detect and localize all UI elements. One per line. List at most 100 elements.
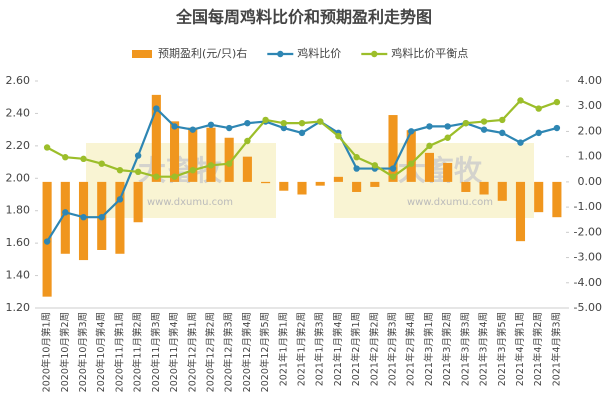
y2-tick-label: 2.00 (578, 124, 603, 137)
point (371, 162, 379, 169)
point (517, 139, 524, 146)
y2-tick-label: -1.00 (574, 200, 602, 213)
point (535, 129, 542, 137)
legend-label: 鸡料比价 (297, 46, 341, 60)
point (480, 126, 488, 133)
y2-tick-label: 0.00 (578, 175, 603, 188)
point (98, 214, 105, 221)
x-tick-label: 2021年3月第4周 (478, 312, 490, 386)
y-tick-label: 1.80 (6, 204, 31, 217)
bar (461, 181, 471, 192)
point (298, 119, 306, 127)
y-tick-label: 2.00 (6, 171, 31, 184)
bar (333, 176, 343, 182)
point (80, 155, 87, 163)
x-tick-label: 2021年3月第3周 (459, 312, 471, 386)
bar (370, 181, 380, 187)
y2-tick-label: 1.00 (578, 150, 603, 163)
x-tick-label: 2020年12月第5周 (259, 312, 271, 392)
bar (151, 94, 161, 182)
point (134, 152, 142, 159)
y-tick-label: 1.40 (6, 269, 31, 282)
y2-tick-label: -2.00 (574, 225, 602, 238)
x-tick-label: 2020年12月第4周 (241, 312, 253, 392)
point (317, 118, 324, 125)
x-tick-label: 2020年11月第4周 (168, 312, 180, 392)
x-tick-label: 2020年11月第2周 (132, 312, 144, 392)
legend-label: 鸡料比价平衡点 (391, 46, 468, 60)
x-tick-label: 2021年1月第1周 (277, 312, 289, 386)
bar (515, 181, 526, 242)
point (389, 173, 397, 180)
point (480, 118, 488, 125)
chart-title: 全国每周鸡料比价和预期盈利走势图 (175, 8, 432, 27)
point (225, 124, 233, 132)
bar (424, 152, 434, 182)
point (43, 144, 51, 151)
point (517, 97, 524, 104)
x-tick-label: 2021年3月第1周 (423, 312, 435, 386)
point (462, 119, 470, 127)
point (444, 123, 451, 130)
point (116, 166, 124, 174)
x-tick-label: 2021年3月第5周 (496, 312, 508, 386)
bar (224, 137, 234, 182)
x-tick-label: 2021年4月第1周 (514, 312, 526, 386)
x-tick-label: 2020年10月第1周 (41, 312, 53, 392)
point (62, 209, 69, 216)
bar (443, 162, 453, 182)
bar (133, 181, 143, 223)
point (444, 134, 451, 141)
y-tick-label: 1.60 (6, 236, 31, 249)
x-tick-label: 2021年4月第2周 (532, 312, 544, 386)
legend-swatch (277, 50, 284, 58)
point (353, 165, 360, 172)
point (499, 116, 506, 124)
point (535, 105, 542, 112)
point (335, 132, 342, 140)
point (426, 123, 433, 130)
point (171, 123, 178, 130)
y2-tick-label: 3.00 (578, 99, 603, 112)
bar (261, 181, 271, 184)
x-tick-label: 2020年12月第1周 (186, 312, 198, 392)
y-tick-label: 2.40 (6, 106, 31, 119)
point (225, 160, 233, 167)
point (207, 121, 215, 128)
x-tick-label: 2020年10月第4周 (95, 312, 107, 392)
x-tick-label: 2021年2月第3周 (387, 312, 399, 386)
point (353, 154, 360, 161)
x-tick-label: 2021年1月第3周 (314, 312, 326, 386)
x-tick-label: 2021年1月第4周 (332, 312, 344, 386)
watermark-url: www.dxumu.com (147, 197, 233, 208)
point (153, 173, 160, 180)
point (389, 165, 397, 172)
x-tick-label: 2020年11月第1周 (113, 312, 125, 392)
x-tick-label: 2021年3月第2周 (441, 312, 453, 386)
x-tick-label: 2020年10月第3周 (77, 312, 89, 392)
point (171, 173, 178, 180)
y-tick-label: 1.20 (6, 301, 31, 314)
point (262, 116, 269, 124)
legend-label: 预期盈利(元/只)右 (158, 46, 247, 60)
bar (534, 181, 544, 213)
bar (315, 181, 325, 186)
y-tick-label: 2.20 (6, 139, 31, 152)
point (280, 119, 287, 127)
point (244, 119, 251, 127)
x-tick-label: 2020年12月第2周 (204, 312, 216, 392)
point (280, 124, 287, 132)
bar (115, 181, 125, 254)
point (553, 98, 561, 106)
y2-tick-label: -5.00 (574, 301, 602, 314)
watermark-url: www.dxumu.com (407, 197, 493, 208)
legend-swatch (371, 50, 378, 58)
x-tick-label: 2020年11月第3周 (150, 312, 162, 392)
bar (242, 156, 252, 182)
point (499, 129, 506, 137)
bar (479, 181, 489, 195)
y2-tick-label: -4.00 (574, 276, 602, 289)
y2-tick-label: -3.00 (574, 251, 602, 264)
point (408, 160, 415, 167)
point (207, 162, 215, 169)
